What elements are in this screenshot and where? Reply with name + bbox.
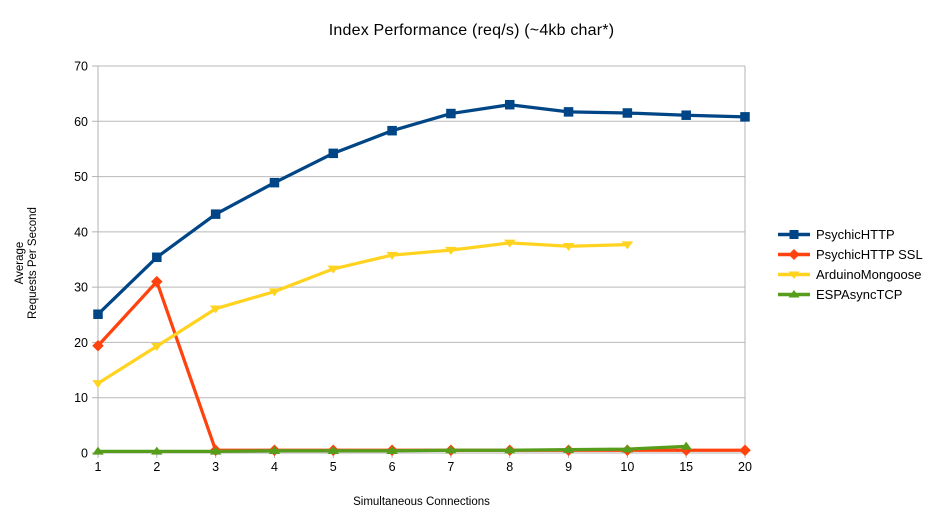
series-marker-ESPAsyncTCP: [327, 446, 340, 455]
x-tick-label: 7: [447, 460, 454, 474]
y-tick-label: 0: [81, 447, 88, 461]
y-tick-label: 10: [74, 391, 88, 405]
series-marker-PsychicHTTP: [269, 177, 280, 188]
series-marker-PsychicHTTP SSL: [151, 275, 163, 288]
series-marker-ESPAsyncTCP: [386, 446, 398, 455]
x-tick-label: 20: [738, 460, 752, 474]
series-marker-PsychicHTTP SSL: [739, 444, 751, 456]
series-marker-PsychicHTTP: [740, 112, 750, 122]
series-marker-ArduinoMongoose: [209, 305, 222, 314]
series-marker-PsychicHTTP: [152, 252, 162, 263]
legend-marker-glyph: [788, 290, 800, 298]
series-line-ArduinoMongoose: [96, 241, 629, 385]
series-marker-PsychicHTTP: [622, 108, 633, 118]
series-marker-ESPAsyncTCP: [562, 444, 575, 453]
legend-label: PsychicHTTP SSL: [816, 247, 923, 262]
x-axis-title: Simultaneous Connections: [353, 496, 490, 508]
y-tick-label: 70: [74, 60, 88, 74]
y-tick-label: 20: [74, 336, 88, 350]
series-marker-ArduinoMongoose: [386, 251, 398, 260]
x-tick-label: 4: [271, 460, 278, 474]
y-tick-label: 30: [74, 281, 88, 295]
series-line-PsychicHTTP SSL: [96, 279, 747, 452]
series-marker-ArduinoMongoose: [92, 380, 104, 389]
x-tick-label: 3: [212, 460, 219, 474]
legend-marker-glyph: [788, 271, 800, 279]
legend-label: PsychicHTTP: [816, 227, 895, 242]
series-marker-ArduinoMongoose: [151, 343, 163, 352]
series-marker-ESPAsyncTCP: [503, 445, 516, 454]
series-marker-ESPAsyncTCP: [680, 441, 692, 450]
series-marker-PsychicHTTP: [387, 125, 397, 136]
legend-label: ESPAsyncTCP: [816, 287, 903, 302]
legend-item-psychichttp: PsychicHTTP: [777, 227, 923, 242]
series-marker-ArduinoMongoose: [268, 288, 281, 297]
series-marker-PsychicHTTP: [210, 209, 221, 219]
y-tick-label: 60: [74, 115, 88, 129]
x-tick-label: 10: [620, 460, 634, 474]
series-line-PsychicHTTP: [96, 103, 747, 316]
series-marker-PsychicHTTP: [446, 108, 456, 119]
y-tick-label: 40: [74, 225, 88, 239]
legend-item-arduinomongoose: ArduinoMongoose: [777, 267, 923, 282]
series-marker-PsychicHTTP: [563, 107, 574, 117]
legend-marker-triangle-up-icon: [778, 290, 810, 298]
legend-marker-square-icon: [778, 230, 810, 239]
x-tick-label: 9: [565, 460, 572, 474]
series-marker-PsychicHTTP: [681, 110, 691, 120]
legend-marker-diamond-icon: [778, 249, 810, 260]
legend-marker-triangle-down-icon: [778, 271, 810, 279]
series-marker-ArduinoMongoose: [503, 239, 516, 248]
series-marker-ArduinoMongoose: [327, 265, 340, 274]
series-marker-PsychicHTTP: [328, 148, 339, 159]
series-marker-ArduinoMongoose: [445, 246, 457, 255]
legend-item-psychichttp-ssl: PsychicHTTP SSL: [777, 247, 923, 262]
series-marker-ArduinoMongoose: [621, 241, 634, 250]
series-marker-PsychicHTTP: [504, 99, 515, 110]
legend-label: ArduinoMongoose: [816, 267, 922, 282]
legend-item-espasynctcp: ESPAsyncTCP: [777, 287, 923, 302]
legend-marker-glyph: [788, 249, 800, 260]
x-tick-label: 5: [330, 460, 337, 474]
series-marker-ESPAsyncTCP: [445, 445, 457, 454]
legend: PsychicHTTP PsychicHTTP SSL ArduinoMongoos…: [777, 227, 923, 302]
x-tick-label: 6: [389, 460, 396, 474]
series-marker-ESPAsyncTCP: [621, 444, 634, 453]
x-tick-label: 8: [506, 460, 513, 474]
series-marker-ESPAsyncTCP: [92, 446, 104, 455]
chart-title: Index Performance (req/s) (~4kb char*): [328, 22, 615, 39]
y-tick-label: 50: [74, 170, 88, 184]
series-marker-ArduinoMongoose: [562, 242, 575, 251]
series-marker-PsychicHTTP: [93, 309, 103, 319]
y-axis-title: Average Requests Per Second: [14, 207, 39, 319]
series-marker-ESPAsyncTCP: [151, 446, 163, 455]
series-marker-ESPAsyncTCP: [209, 446, 222, 455]
x-tick-label: 15: [679, 460, 693, 474]
x-tick-label: 2: [153, 460, 160, 474]
series-marker-PsychicHTTP SSL: [92, 339, 104, 352]
x-tick-label: 1: [95, 460, 102, 474]
legend-marker-glyph: [789, 230, 799, 239]
series-marker-ESPAsyncTCP: [268, 446, 281, 455]
